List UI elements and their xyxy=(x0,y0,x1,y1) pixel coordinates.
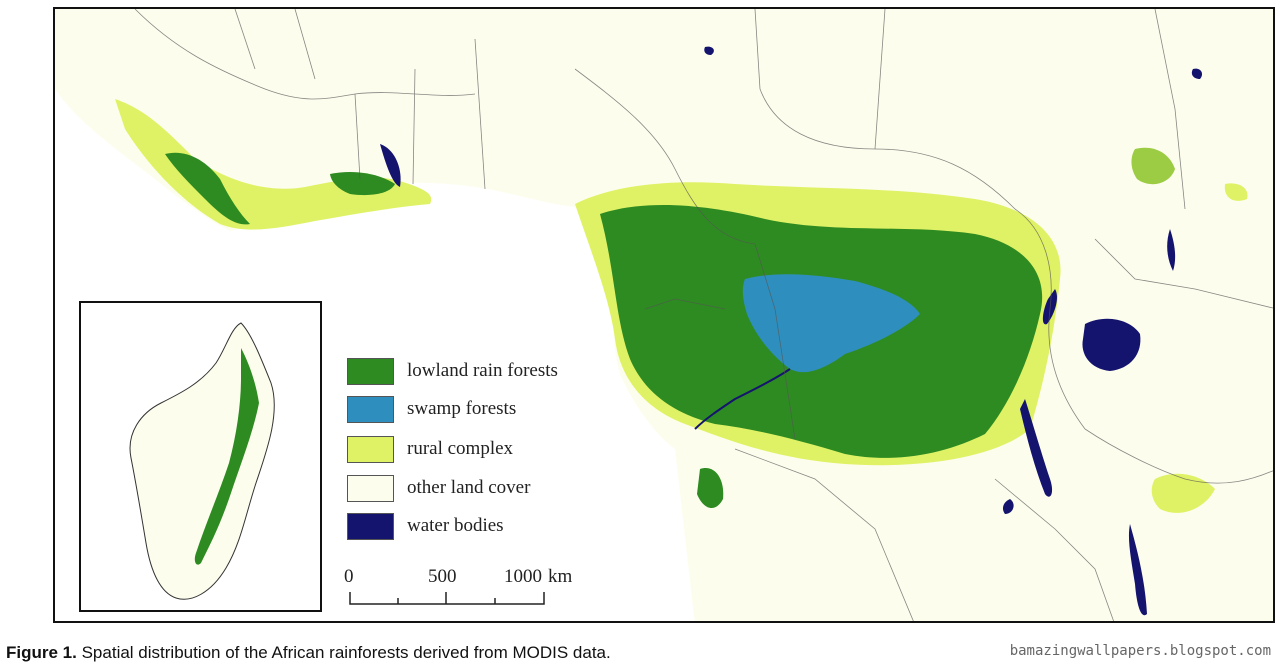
lake-chad xyxy=(704,46,714,55)
legend-item-water-bodies: water bodies xyxy=(347,513,607,543)
map-frame xyxy=(53,7,1275,623)
legend-swatch-water xyxy=(347,513,394,540)
legend-swatch-other xyxy=(347,475,394,502)
figure-label: Figure 1. xyxy=(6,643,77,662)
country-borders xyxy=(134,9,1273,621)
scale-unit: km xyxy=(548,566,573,587)
legend-item-lowland-rain-forests: lowland rain forests xyxy=(347,358,607,388)
lake-turkana xyxy=(1167,229,1176,271)
lake-malawi xyxy=(1128,524,1147,616)
rural-kenya xyxy=(1224,183,1248,201)
lake-mweru xyxy=(1002,499,1014,514)
legend-item-swamp-forests: swamp forests xyxy=(347,396,607,426)
rural-west-africa xyxy=(115,99,432,230)
legend-label-rural: rural complex xyxy=(407,438,514,459)
forest-west-africa xyxy=(165,152,250,225)
scale-bar: 0 500 1000 km xyxy=(340,566,572,610)
madagascar-inset xyxy=(79,301,322,612)
madagascar-map xyxy=(129,322,275,600)
legend-swatch-rural xyxy=(347,436,394,463)
scale-bar-line xyxy=(349,592,545,605)
legend-item-rural-complex: rural complex xyxy=(347,436,607,466)
legend-swatch-lowland xyxy=(347,358,394,385)
congo-river xyxy=(694,368,791,430)
caption-text: Spatial distribution of the African rain… xyxy=(81,643,611,662)
rural-east-africa xyxy=(1131,147,1175,185)
legend-label-lowland: lowland rain forests xyxy=(407,360,558,381)
madagascar-forest xyxy=(194,348,259,565)
figure-caption: Figure 1. Spatial distribution of the Af… xyxy=(6,643,611,663)
lake-volta xyxy=(380,144,401,187)
lake-tana xyxy=(1191,68,1203,79)
legend-label-swamp: swamp forests xyxy=(407,398,517,419)
legend-item-other-land-cover: other land cover xyxy=(347,475,607,505)
scale-tick-1000: 1000 xyxy=(504,566,542,587)
forest-angola xyxy=(697,468,724,509)
lake-victoria xyxy=(1082,318,1141,371)
scale-tick-500: 500 xyxy=(428,566,457,587)
forest-ivory-coast xyxy=(330,172,395,196)
rural-tanzania xyxy=(1151,473,1215,513)
swamp-forest-area xyxy=(742,274,920,373)
lake-tanganyika xyxy=(1020,399,1053,497)
legend-label-water: water bodies xyxy=(407,515,504,536)
madagascar-island xyxy=(129,322,275,600)
scale-tick-0: 0 xyxy=(344,566,354,587)
watermark: bamazingwallpapers.blogspot.com xyxy=(1009,643,1271,659)
legend-label-other: other land cover xyxy=(407,477,531,498)
legend-swatch-swamp xyxy=(347,396,394,423)
